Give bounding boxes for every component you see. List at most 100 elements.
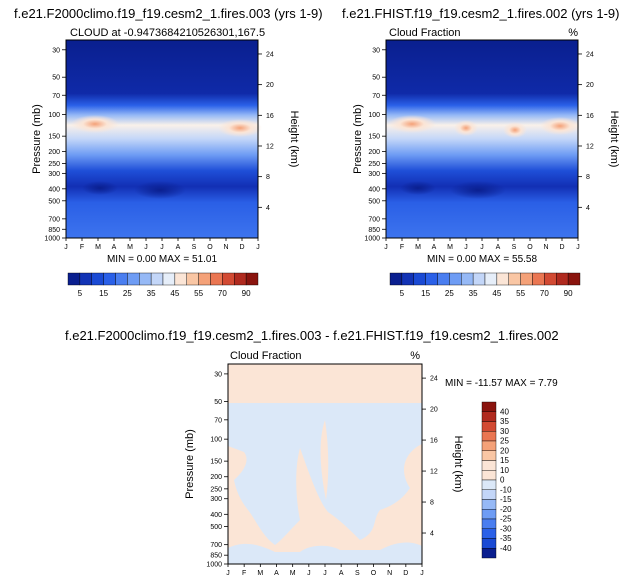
y-tick-label: 500 <box>368 198 380 205</box>
colorbar-swatch <box>481 460 497 471</box>
y-right-tick-label: 8 <box>430 500 434 507</box>
colorbar-label: 0 <box>500 476 505 485</box>
colorbar-swatch <box>481 509 497 520</box>
y-tick-label: 50 <box>372 75 380 82</box>
x-tick-label: F <box>242 570 246 577</box>
y-tick-label: 150 <box>48 134 60 141</box>
y-tick-label: 150 <box>368 134 380 141</box>
colorbar-label: 35 <box>469 289 478 298</box>
colorbar-swatch <box>481 401 497 412</box>
colorbar-swatch <box>481 479 497 490</box>
colorbar-label: 35 <box>500 417 509 426</box>
panel2-field-label: Cloud Fraction <box>389 27 461 39</box>
x-tick-label: N <box>387 570 392 577</box>
colorbar-swatch <box>481 538 497 549</box>
panel3-units: % <box>410 350 420 362</box>
panel2-min-mar <box>400 181 436 195</box>
x-tick-label: D <box>239 244 244 251</box>
colorbar-swatch <box>481 450 497 461</box>
colorbar-swatch <box>481 528 497 539</box>
x-tick-label: M <box>95 244 101 251</box>
x-tick-label: N <box>223 244 228 251</box>
colorbar-swatch <box>481 440 497 451</box>
y-tick-label: 200 <box>368 149 380 156</box>
panel2-ylabel-right: Height (km) <box>608 111 620 168</box>
colorbar-label: -10 <box>500 485 512 494</box>
colorbar-label: -20 <box>500 505 512 514</box>
panel1-max-nov <box>218 119 262 137</box>
colorbar-label: 70 <box>540 289 549 298</box>
y-tick-label: 70 <box>52 93 60 100</box>
colorbar-swatch <box>449 272 462 286</box>
y-tick-label: 100 <box>210 437 222 444</box>
panel2-max-nov <box>540 117 580 135</box>
x-tick-label: J <box>160 244 164 251</box>
y-right-tick-label: 12 <box>430 469 438 476</box>
colorbar-label: -40 <box>500 544 512 553</box>
colorbar-label: 15 <box>421 289 430 298</box>
x-tick-label: J <box>144 244 148 251</box>
x-tick-label: S <box>355 570 360 577</box>
panel2-min-jul <box>450 181 506 199</box>
colorbar-swatch <box>556 272 569 286</box>
y-tick-label: 70 <box>372 93 380 100</box>
y-tick-label: 500 <box>210 524 222 531</box>
colorbar-swatch <box>472 272 486 286</box>
panel1-stats: MIN = 0.00 MAX = 51.01 <box>107 254 217 265</box>
panel1-title: f.e21.F2000climo.f19_f19.cesm2_1.fires.0… <box>14 6 323 21</box>
y-right-tick-label: 24 <box>266 51 274 58</box>
x-tick-label: A <box>432 244 437 251</box>
colorbar-swatch <box>389 272 403 286</box>
panel2-title: f.e21.FHIST.f19_f19.cesm2_1.fires.002 (y… <box>342 6 620 21</box>
colorbar-swatch <box>481 489 497 500</box>
x-tick-label: J <box>307 570 311 577</box>
y-right-tick-label: 12 <box>586 143 594 150</box>
colorbar-swatch <box>481 548 497 559</box>
x-tick-label: M <box>127 244 133 251</box>
x-tick-label: O <box>371 570 377 577</box>
y-tick-label: 200 <box>210 474 222 481</box>
colorbar-swatch <box>461 272 474 286</box>
colorbar-label: -15 <box>500 495 512 504</box>
y-tick-label: 100 <box>368 112 380 119</box>
colorbar-swatch <box>481 431 497 442</box>
x-tick-label: M <box>257 570 263 577</box>
x-tick-label: J <box>256 244 260 251</box>
panel2-ylabel: Pressure (mb) <box>352 104 364 174</box>
x-tick-label: M <box>447 244 453 251</box>
colorbar-swatch <box>115 272 128 286</box>
panel2-plot: Cloud Fraction % Pressure (mb) Height (k… <box>352 27 620 298</box>
panel2-stats: MIN = 0.00 MAX = 55.58 <box>427 254 537 265</box>
panel2-y-ticks-right: 24 20 16 12 8 4 <box>578 51 594 212</box>
y-tick-label: 500 <box>48 198 60 205</box>
colorbar-label: 15 <box>500 456 509 465</box>
colorbar-swatch <box>79 272 92 286</box>
colorbar-swatch <box>67 272 81 286</box>
colorbar-label: -30 <box>500 524 512 533</box>
y-tick-label: 1000 <box>206 562 222 569</box>
y-right-tick-label: 20 <box>266 82 274 89</box>
colorbar-swatch <box>413 272 426 286</box>
colorbar-swatch <box>222 272 235 286</box>
colorbar-swatch <box>484 272 498 286</box>
panel1-colorbar: 5 15 25 35 45 55 70 90 <box>67 272 259 298</box>
colorbar-label: 35 <box>147 289 156 298</box>
colorbar-swatch <box>520 272 533 286</box>
colorbar-label: 5 <box>400 289 405 298</box>
colorbar-swatch <box>437 272 450 286</box>
colorbar-swatch <box>425 272 438 286</box>
panel1-ylabel: Pressure (mb) <box>31 104 43 174</box>
x-tick-label: O <box>207 244 213 251</box>
colorbar-swatch <box>532 272 545 286</box>
x-tick-label: O <box>527 244 533 251</box>
panel1-y-ticks: 30 50 70 100 150 200 250 300 400 500 700 850 1000 <box>44 47 66 243</box>
panel2-y-ticks: 30 50 70 100 150 200 250 300 400 500 700 850 1000 <box>364 47 386 243</box>
colorbar-label: -35 <box>500 534 512 543</box>
y-right-tick-label: 4 <box>266 205 270 212</box>
x-tick-label: S <box>192 244 197 251</box>
panel3-stats: MIN = -11.57 MAX = 7.79 <box>445 378 558 389</box>
panel1-plot: CLOUD at -0.9473684210526301,167.5 Press… <box>31 27 300 298</box>
colorbar-swatch <box>481 421 497 432</box>
panel1-min-jul <box>134 181 186 199</box>
